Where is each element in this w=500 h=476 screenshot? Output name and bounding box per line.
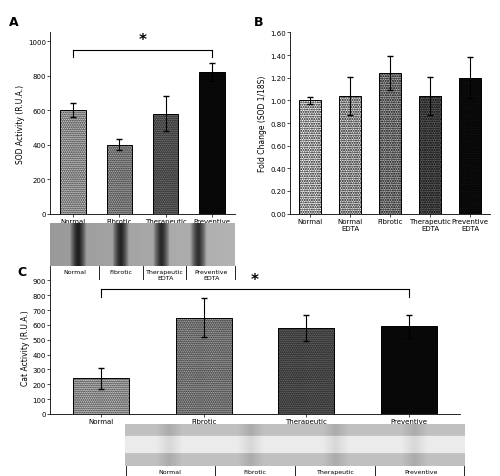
Y-axis label: Fold Change (SOD 1/18S): Fold Change (SOD 1/18S) (258, 76, 268, 172)
Text: Fibrotic: Fibrotic (244, 469, 266, 474)
Text: *: * (138, 33, 146, 48)
Bar (153, 114, 178, 214)
Text: Therapeutic
EDTA: Therapeutic EDTA (318, 469, 356, 476)
Bar (199, 73, 224, 214)
Bar (299, 101, 321, 214)
Y-axis label: Cat Activity (R.U.A.): Cat Activity (R.U.A.) (20, 310, 30, 385)
Bar (278, 328, 334, 414)
Text: B: B (254, 16, 264, 29)
Bar (106, 145, 132, 214)
Text: Normal: Normal (158, 469, 181, 474)
Y-axis label: SOD Activity (R.U.A.): SOD Activity (R.U.A.) (16, 84, 25, 163)
Bar (176, 318, 232, 414)
Bar (339, 97, 361, 214)
Bar (60, 111, 86, 214)
Text: *: * (251, 273, 259, 288)
Bar (73, 378, 130, 414)
Bar (419, 97, 441, 214)
Text: Preventive
EDTA: Preventive EDTA (194, 269, 228, 280)
Text: Normal: Normal (63, 269, 86, 274)
Text: C: C (17, 266, 26, 278)
Text: A: A (10, 16, 19, 29)
Text: Preventive
EDTA: Preventive EDTA (404, 469, 438, 476)
Bar (459, 79, 481, 214)
Bar (379, 74, 401, 214)
Bar (380, 327, 437, 414)
Text: Therapeutic
EDTA: Therapeutic EDTA (146, 269, 184, 280)
Text: Fibrotic: Fibrotic (110, 269, 132, 274)
